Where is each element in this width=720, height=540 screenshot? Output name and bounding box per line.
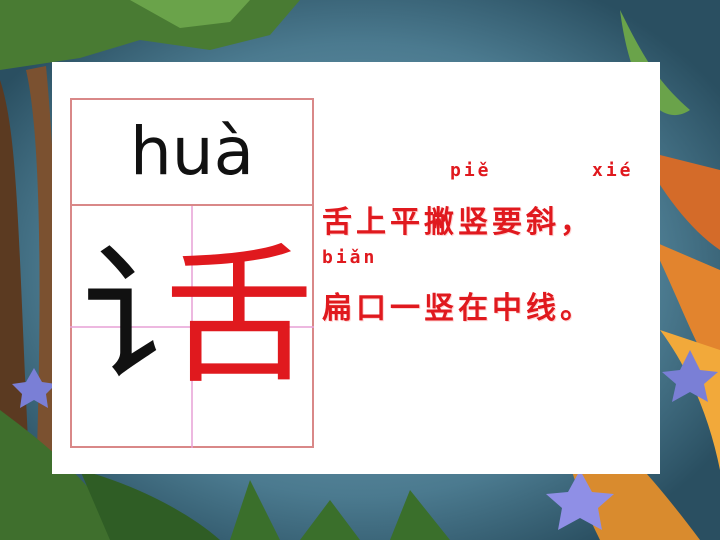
grid-guidelines	[70, 206, 314, 448]
rhyme-line-2: 扁口一竖在中线。	[322, 291, 594, 326]
pinyin-xie: xié	[592, 160, 634, 181]
character-pinyin: huà	[129, 113, 255, 190]
pinyin-pie: piě	[450, 160, 492, 181]
pinyin-box	[70, 98, 314, 206]
character-right-component: 舌	[164, 230, 315, 404]
character-radical: 讠	[82, 230, 233, 404]
pinyin-bian: biǎn	[322, 247, 378, 268]
rhyme-line-1: 舌上平撇竖要斜，	[322, 205, 594, 240]
